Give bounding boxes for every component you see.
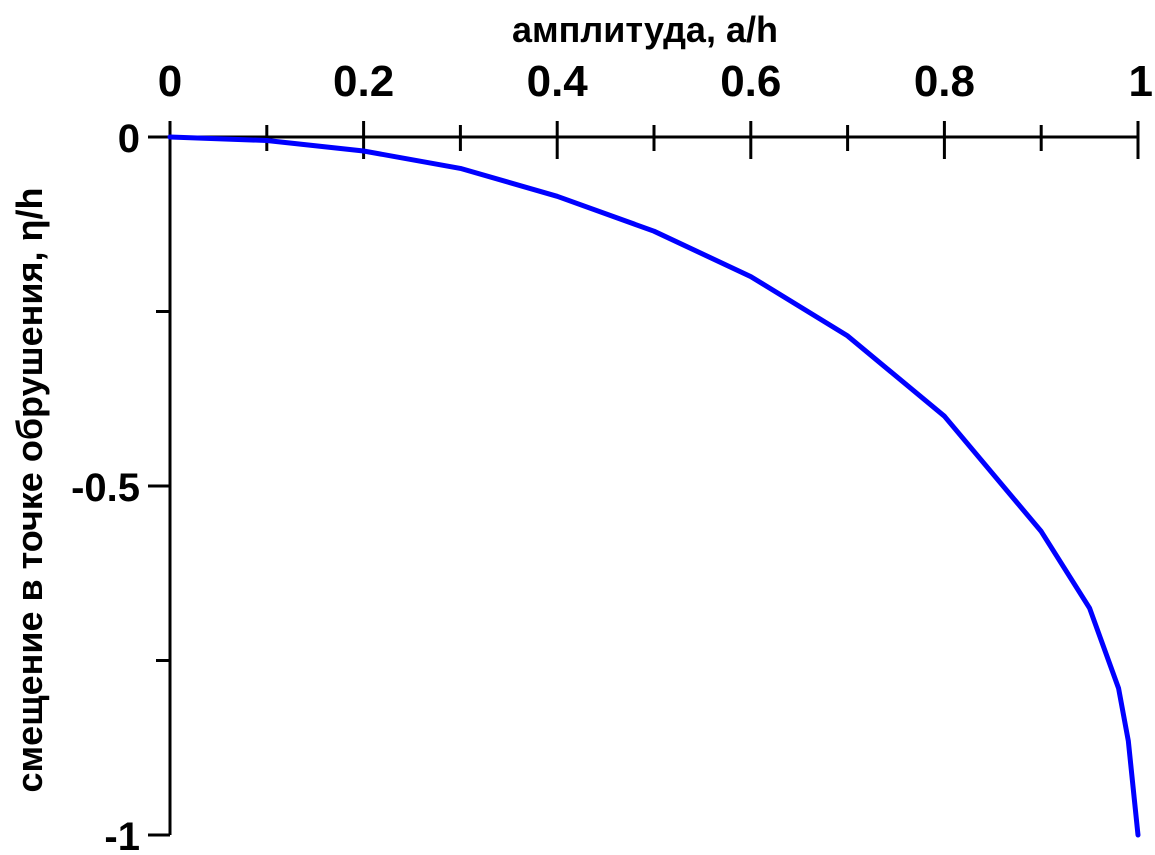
x-tick-label: 0.2 <box>333 57 394 106</box>
x-tick-label: 0 <box>158 57 182 106</box>
x-tick-label: 0.8 <box>914 57 975 106</box>
y-tick-label: -1 <box>104 815 140 855</box>
plot-area <box>167 134 1141 838</box>
y-axis-title: смещение в точке обрушения, η/h <box>9 188 50 793</box>
x-tick-label: 0.4 <box>527 57 589 106</box>
labels: 0 0.2 0.4 0.6 0.8 1 0 -0.5 -1 амплитуда, a/h смеще… <box>9 9 1153 855</box>
y-tick-label: -0.5 <box>71 466 140 510</box>
y-tick-label: 0 <box>118 117 140 161</box>
x-tick-label: 0.6 <box>720 57 781 106</box>
x-axis-title: амплитуда, a/h <box>512 9 778 50</box>
series-line <box>167 134 1141 838</box>
axes <box>148 121 1140 837</box>
x-tick-label: 1 <box>1129 57 1153 106</box>
